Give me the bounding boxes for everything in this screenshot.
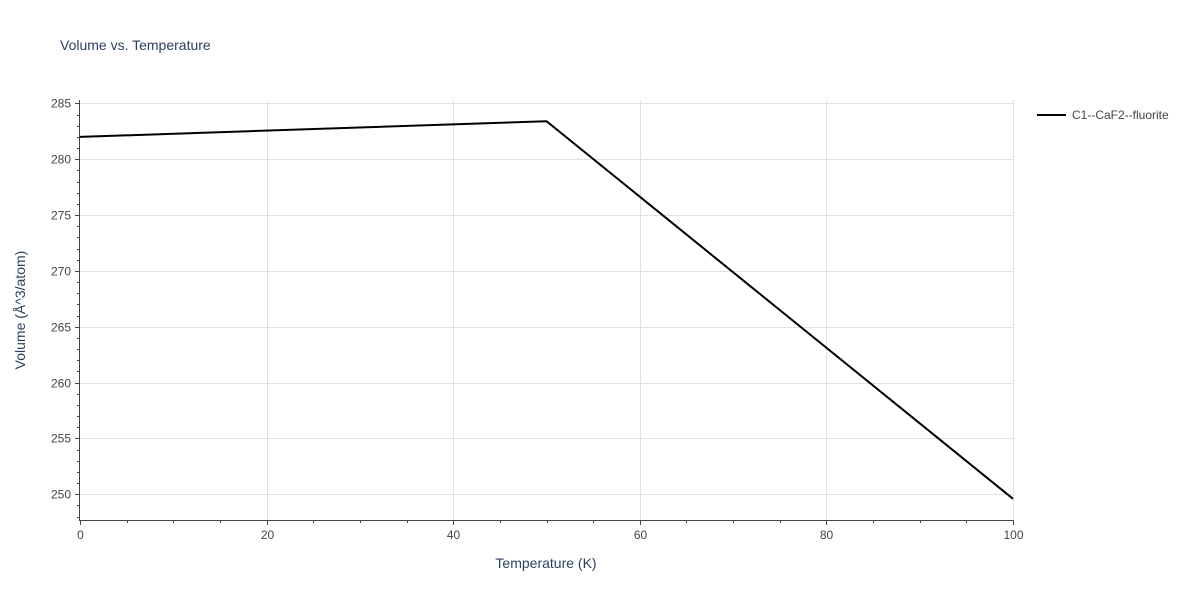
x-tick-label: 60 xyxy=(634,528,648,542)
y-tick-label: 260 xyxy=(51,377,71,391)
series-layer xyxy=(79,120,1014,500)
x-tick-label: 0 xyxy=(77,528,84,542)
x-tick-label: 100 xyxy=(1003,528,1023,542)
x-axis-label: Temperature (K) xyxy=(495,555,596,571)
y-tick-label: 280 xyxy=(51,153,71,167)
y-axis-ticks: 250 255 260 265 270 275 280 285 xyxy=(51,97,80,518)
y-tick-label: 275 xyxy=(51,209,71,223)
y-tick-label: 265 xyxy=(51,321,71,335)
y-tick-label: 270 xyxy=(51,265,71,279)
y-tick-label: 255 xyxy=(51,432,71,446)
x-tick-label: 20 xyxy=(261,528,275,542)
y-tick-label: 285 xyxy=(51,97,71,111)
grid xyxy=(80,100,1014,520)
legend-label: C1--CaF2--fluorite xyxy=(1072,108,1169,122)
x-tick-label: 80 xyxy=(820,528,834,542)
y-axis-label: Volume (Å^3/atom) xyxy=(12,251,28,370)
x-axis-ticks: 0 20 40 60 80 100 xyxy=(77,520,1024,542)
chart-title: Volume vs. Temperature xyxy=(60,37,211,53)
x-tick-label: 40 xyxy=(447,528,461,542)
series-line xyxy=(79,120,1014,500)
legend[interactable]: C1--CaF2--fluorite xyxy=(1037,108,1169,122)
y-tick-label: 250 xyxy=(51,488,71,502)
